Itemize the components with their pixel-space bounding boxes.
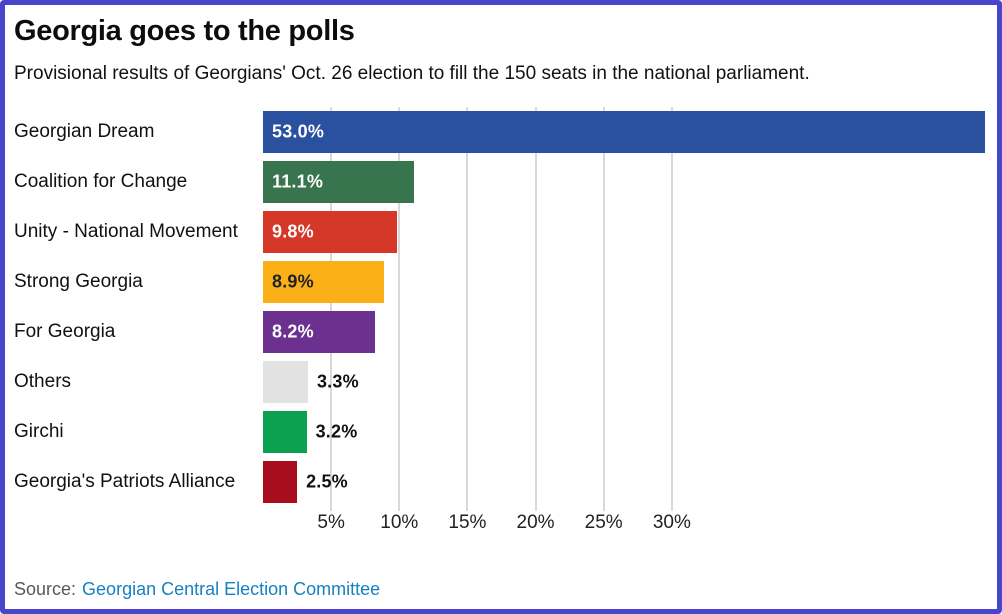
bar-row: 53.0% [263,107,988,157]
plot-area: 53.0% 11.1% 9.8% 8.9% 8.2% 3.3% 3.2% 2.5% 5% 10%… [263,107,988,541]
category-label: Unity - National Movement [14,221,238,242]
bar-row: 9.8% [263,207,988,257]
bar-chart: Georgian Dream Coalition for Change Unity … [14,107,988,541]
bar-value-label: 11.1% [272,171,324,192]
gridline [330,107,333,511]
bar-value-label: 9.8% [272,221,314,242]
gridline [534,107,537,511]
category-label: Strong Georgia [14,271,143,292]
bar: 2.5% [263,461,348,503]
bar: 9.8% [263,211,397,253]
x-axis: 5% 10% 15% 20% 25% 30% [263,507,988,541]
gridline [398,107,401,511]
bar-value-label: 8.2% [272,321,314,342]
source-line: Source: Georgian Central Election Commit… [14,579,988,600]
bar-value-label: 8.9% [272,271,314,292]
source-link[interactable]: Georgian Central Election Committee [82,579,381,599]
bar-row: 8.2% [263,307,988,357]
bar-row: 8.9% [263,257,988,307]
category-label: Others [14,371,72,392]
bar: 8.2% [263,311,375,353]
bar: 3.2% [263,411,357,453]
bar-row: 11.1% [263,157,988,207]
gridlines [263,107,988,511]
bar-row: 3.3% [263,357,988,407]
bar-row: 2.5% [263,457,988,507]
chart-subtitle: Provisional results of Georgians' Oct. 2… [14,63,810,84]
bar: 53.0% [263,111,986,153]
bar-value-label: 3.3% [316,371,359,392]
category-label: Coalition for Change [14,171,188,192]
x-axis-tick-label: 25% [584,512,623,533]
category-label: For Georgia [14,321,116,342]
category-label: Georgian Dream [14,121,155,142]
gridline [466,107,469,511]
x-axis-tick-label: 20% [516,512,555,533]
bar-row: 3.2% [263,407,988,457]
category-labels: Georgian Dream Coalition for Change Unity … [14,107,263,541]
bars-container: 53.0% 11.1% 9.8% 8.9% 8.2% 3.3% 3.2% 2.5% [263,107,988,507]
x-axis-tick-label: 30% [652,512,691,533]
bar-value-label: 2.5% [306,471,348,492]
bar-value-label: 3.2% [315,421,358,442]
x-axis-tick-label: 15% [448,512,487,533]
gridline [602,107,605,511]
source-label: Source: [14,579,77,599]
bar: 8.9% [263,261,385,303]
x-axis-tick-label: 10% [380,512,419,533]
gridline [670,107,673,511]
bar-value-label: 53.0% [272,121,325,142]
bar: 3.3% [263,361,359,403]
x-axis-tick-label: 5% [317,512,345,533]
bar: 11.1% [263,161,415,203]
category-label: Georgia's Patriots Alliance [14,471,236,492]
page-title: Georgia goes to the polls [14,15,355,47]
category-label: Girchi [14,421,64,442]
